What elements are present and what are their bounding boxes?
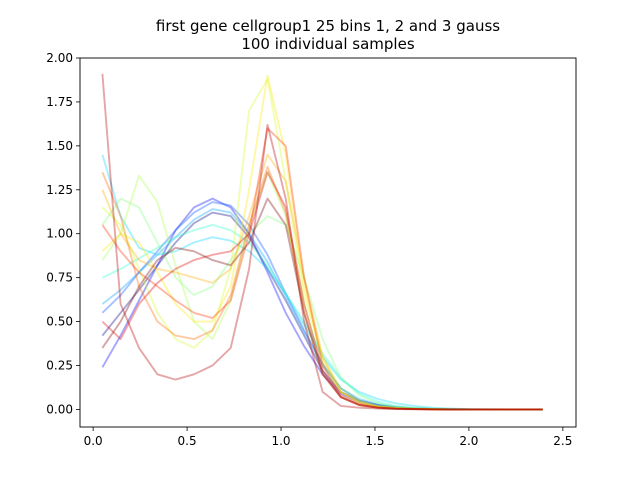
- series-line-2: [101, 197, 543, 411]
- series-line-15: [101, 73, 543, 411]
- series-line-4: [101, 208, 543, 411]
- series-line-14: [101, 171, 543, 411]
- series-line-7: [101, 197, 543, 411]
- y-tick-label: 2.00: [46, 51, 73, 65]
- series-line-16: [101, 197, 543, 411]
- series-line-8: [101, 171, 543, 411]
- y-tick-label: 1.00: [46, 227, 73, 241]
- series-layer: [101, 73, 543, 411]
- series-line-1: [101, 211, 543, 411]
- y-tick-label: 1.50: [46, 139, 73, 153]
- x-tick-label: 1.0: [271, 434, 290, 448]
- x-tick-label: 2.5: [553, 434, 572, 448]
- series-line-3: [101, 201, 543, 411]
- y-tick-label: 1.75: [46, 95, 73, 109]
- series-line-9: [101, 78, 543, 411]
- plot-area-frame: [79, 57, 577, 428]
- y-tick-label: 0.75: [46, 271, 73, 285]
- series-line-10: [101, 74, 543, 411]
- x-tick-label: 0.0: [84, 434, 103, 448]
- series-line-13: [101, 127, 543, 411]
- series-line-12: [101, 165, 543, 411]
- x-tick-label: 2.0: [459, 434, 478, 448]
- series-line-5: [101, 154, 543, 411]
- ticks-layer: 0.0 0.5 1.0 1.5 2.0 2.5 0.00 0.25 0.50 0.75 1.00 1.…: [46, 51, 572, 448]
- y-tick-label: 0.25: [46, 359, 73, 373]
- y-tick-label: 1.25: [46, 183, 73, 197]
- y-tick-label: 0.00: [46, 402, 73, 416]
- chart-title: first gene cellgroup1 25 bins 1, 2 and 3…: [156, 17, 500, 35]
- series-line-6: [101, 223, 543, 411]
- x-tick-label: 0.5: [178, 434, 197, 448]
- x-tick-label: 1.5: [365, 434, 384, 448]
- chart-subtitle: 100 individual samples: [241, 35, 414, 53]
- series-line-11: [101, 153, 543, 411]
- y-tick-label: 0.50: [46, 315, 73, 329]
